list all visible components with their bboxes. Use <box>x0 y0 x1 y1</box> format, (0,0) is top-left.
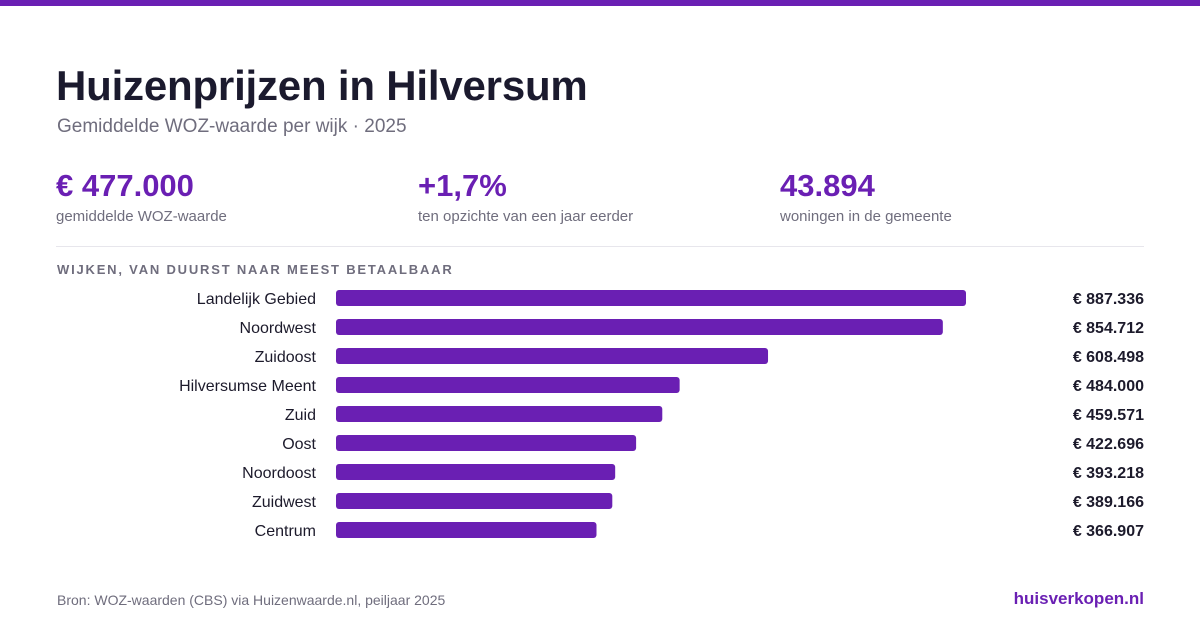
value-label: € 608.498 <box>1073 349 1144 366</box>
bar <box>336 348 769 364</box>
kpi-value: +1,7% <box>418 168 507 203</box>
value-label: € 887.336 <box>1073 291 1144 308</box>
value-label: € 366.907 <box>1073 523 1144 540</box>
kpi-label: ten opzichte van een jaar eerder <box>418 208 634 225</box>
kpi-housing-count: 43.894 woningen in de gemeente <box>780 168 952 226</box>
value-label: € 422.696 <box>1073 436 1144 453</box>
chart-section-label: WIJKEN, VAN DUURST NAAR MEEST BETAALBAAR <box>57 262 454 277</box>
top-accent-bar <box>0 0 1200 6</box>
category-label: Zuidwest <box>252 494 317 511</box>
value-label: € 484.000 <box>1073 378 1144 395</box>
value-label: € 854.712 <box>1073 320 1144 337</box>
bar <box>336 406 663 422</box>
bar <box>336 435 637 451</box>
kpi-label: woningen in de gemeente <box>780 208 952 225</box>
bar <box>336 522 597 538</box>
page-title: Huizenprijzen in Hilversum <box>56 62 588 109</box>
value-label: € 459.571 <box>1073 407 1144 424</box>
bar <box>336 464 616 480</box>
kpi-label: gemiddelde WOZ-waarde <box>56 208 227 225</box>
category-label: Hilversumse Meent <box>179 378 316 395</box>
source-note: Bron: WOZ-waarden (CBS) via Huizenwaarde… <box>57 592 446 608</box>
page-subtitle: Gemiddelde WOZ-waarde per wijk · 2025 <box>57 116 407 137</box>
brand-link[interactable]: huisverkopen.nl <box>1013 589 1144 608</box>
category-label: Centrum <box>255 523 316 540</box>
category-label: Landelijk Gebied <box>197 291 316 308</box>
value-label: € 393.218 <box>1073 465 1144 482</box>
bar-chart: Landelijk Gebied € 887.336 Noordwest € 854.… <box>179 290 1144 540</box>
bar <box>336 290 966 306</box>
kpi-value: 43.894 <box>780 168 875 203</box>
category-label: Noordwest <box>240 320 317 337</box>
kpi-year-change: +1,7% ten opzichte van een jaar eerder <box>418 168 633 226</box>
bar <box>336 377 680 393</box>
category-label: Zuid <box>285 407 316 424</box>
section-divider <box>56 246 1144 247</box>
category-label: Noordoost <box>242 465 316 482</box>
bar <box>336 493 613 509</box>
category-label: Zuidoost <box>255 349 317 366</box>
kpi-average-woz: € 477.000 gemiddelde WOZ-waarde <box>56 168 227 226</box>
kpi-value: € 477.000 <box>56 168 194 203</box>
bar <box>336 319 943 335</box>
value-label: € 389.166 <box>1073 494 1144 511</box>
category-label: Oost <box>282 436 316 453</box>
